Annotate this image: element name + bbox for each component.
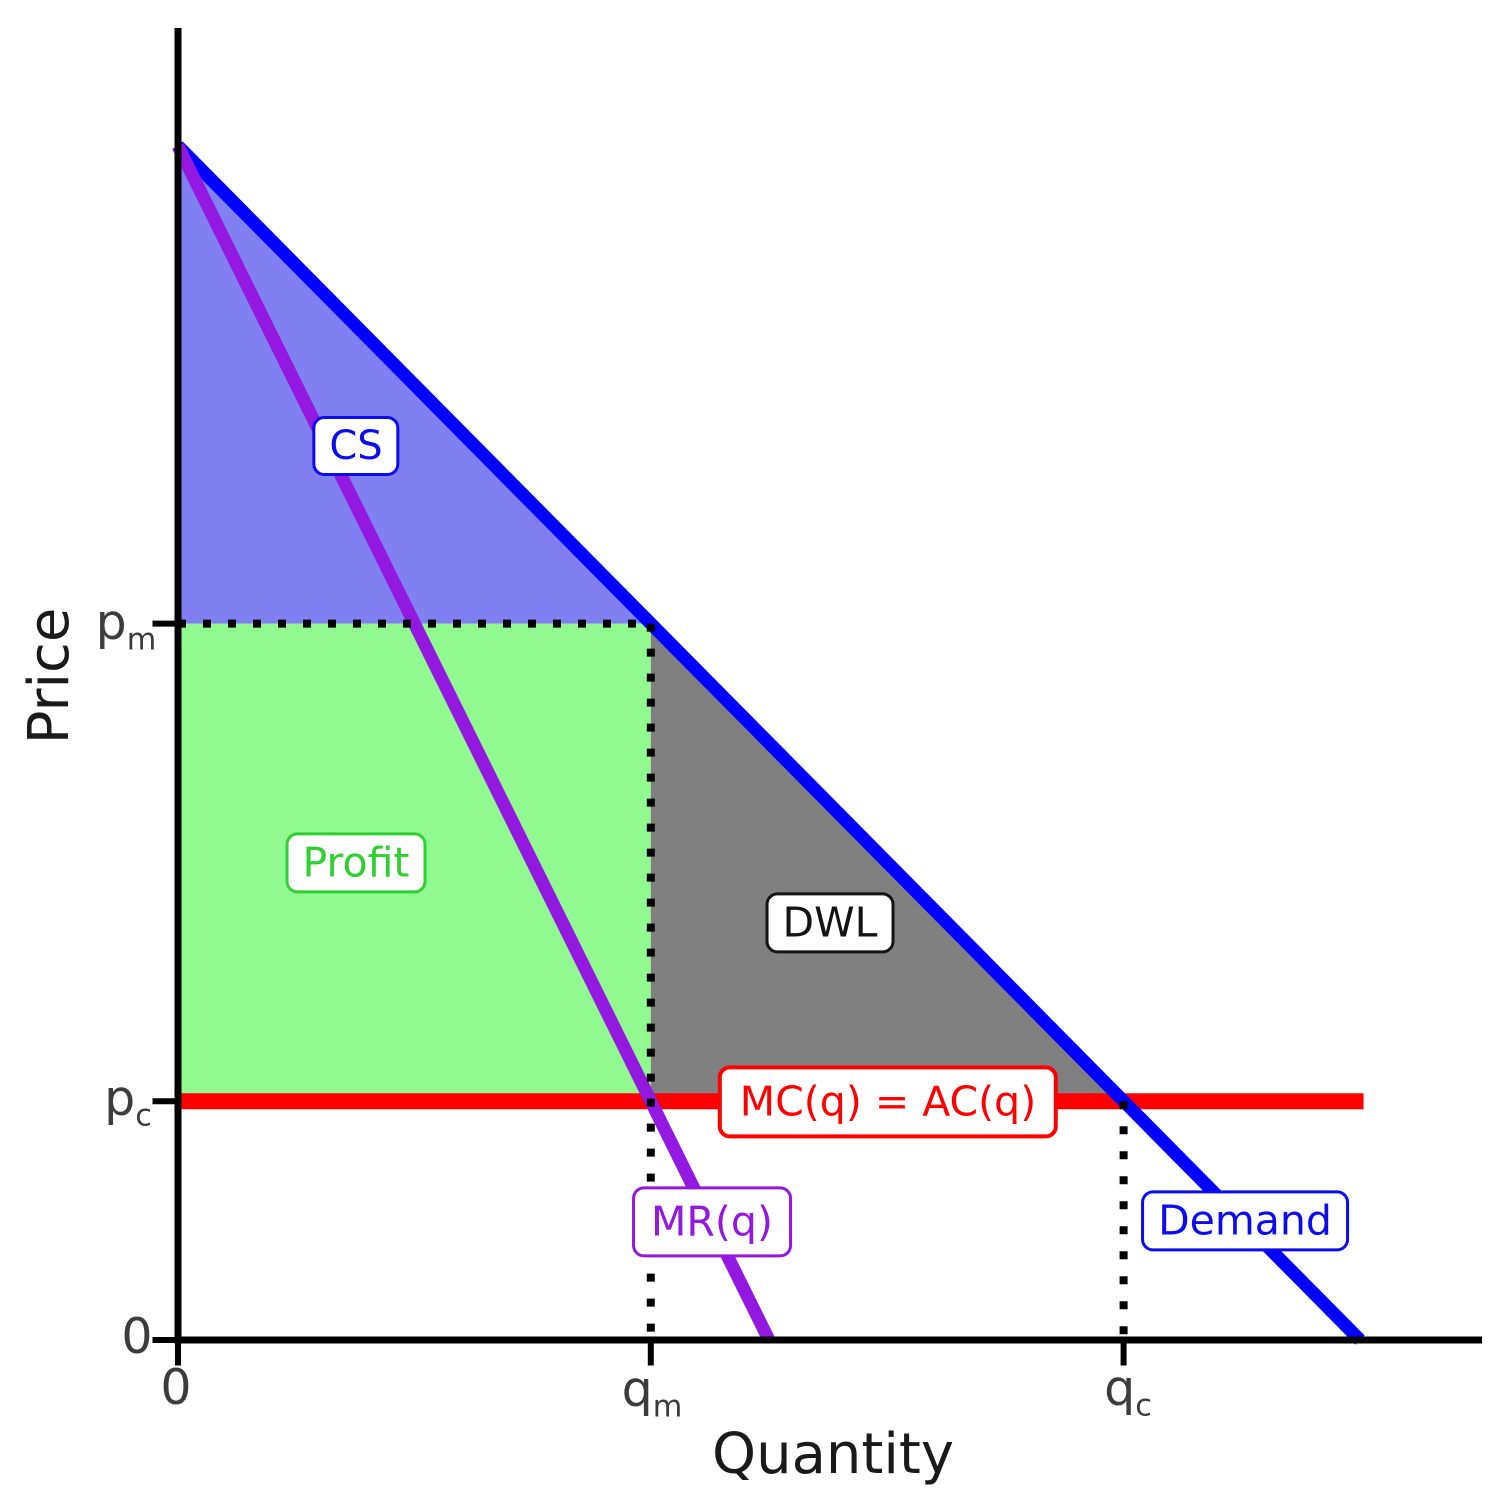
profit-region-label: Profit xyxy=(285,832,427,894)
y-tick-zero-main: 0 xyxy=(121,1307,153,1365)
y-tick-pm-sub: m xyxy=(126,622,157,658)
y-tick-label-pc: pc xyxy=(104,1074,152,1132)
series-mr xyxy=(172,143,775,1343)
y-tick-pc-sub: c xyxy=(135,1098,152,1134)
y-tick-label-pm: pm xyxy=(96,598,157,656)
mr-curve-label: MR(q) xyxy=(632,1186,792,1258)
x-tick-qc-main: q xyxy=(1104,1359,1136,1417)
series-demand xyxy=(173,141,1365,1345)
y-tick-pc-main: p xyxy=(104,1069,136,1127)
y-tick-pm-main: p xyxy=(95,593,127,651)
y-tick-label-zero: 0 xyxy=(121,1312,152,1370)
x-tick-qm-sub: m xyxy=(652,1389,683,1425)
mc-curve-label: MC(q) = AC(q) xyxy=(717,1065,1059,1139)
demand-curve-label: Demand xyxy=(1141,1190,1349,1252)
x-tick-label-zero: 0 xyxy=(160,1363,191,1421)
dwl-region-label: DWL xyxy=(765,892,895,954)
y-axis-title: Price xyxy=(17,607,82,745)
x-tick-label-qm: qm xyxy=(622,1365,683,1423)
x-tick-qm-main: q xyxy=(621,1360,653,1418)
x-tick-zero-main: 0 xyxy=(160,1358,192,1416)
cs-region-label: CS xyxy=(312,416,400,476)
x-tick-qc-sub: c xyxy=(1135,1388,1152,1424)
x-tick-label-qc: qc xyxy=(1104,1364,1152,1422)
x-axis-title: Quantity xyxy=(712,1422,954,1487)
